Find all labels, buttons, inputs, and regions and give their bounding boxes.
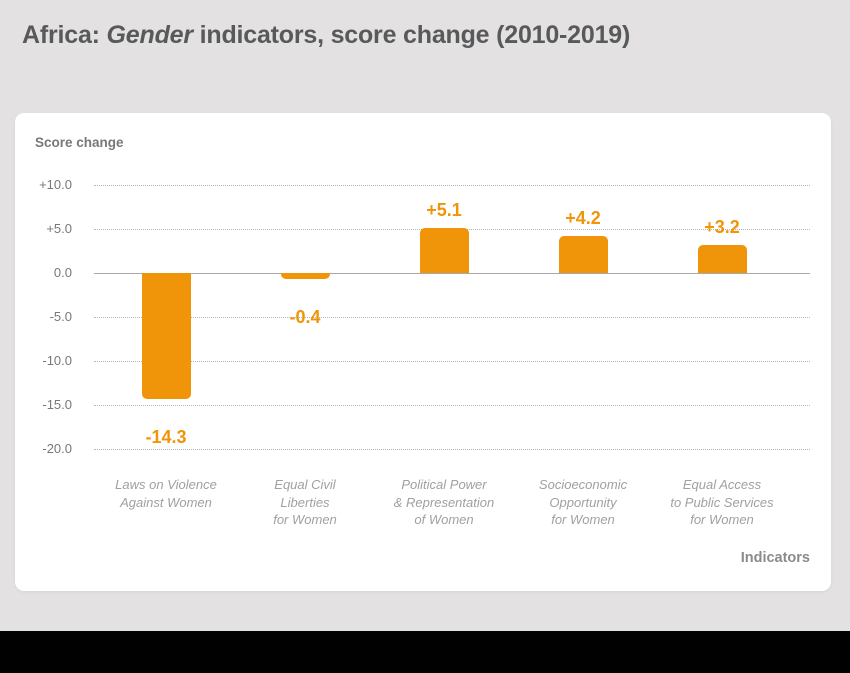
category-label-line: for Women [690,512,754,527]
gridline [94,405,810,406]
zero-baseline [94,273,810,274]
y-tick-label: -10.0 [42,353,72,368]
category-label-line: to Public Services [670,494,774,510]
gridline [94,361,810,362]
page-title-prefix: Africa: [22,21,107,49]
chart-card: Score change +10.0 +5.0 0.0 -5.0 -10.0 -15.0 -… [15,113,831,591]
category-label-line: Liberties [280,494,330,510]
category-label: Equal Access to Public Services for Women [646,476,798,529]
category-label-line: of Women [414,512,474,527]
category-label: Socioeconomic Opportunity for Women [507,476,659,529]
y-tick-label: 0.0 [53,265,72,280]
category-label-line: for Women [273,512,337,527]
y-tick-label: -15.0 [42,397,72,412]
category-label-line: Opportunity [549,494,617,510]
page-title-italic-word: Gender [106,21,194,49]
y-tick-label: +10.0 [39,177,72,192]
bar-value-label: -0.4 [289,307,321,327]
bar [141,273,191,399]
category-label-line: Laws on Violence [115,477,217,492]
category-label-line: Equal Access [682,477,762,492]
category-label-line: Against Women [120,494,212,510]
bar [697,244,747,273]
y-tick-label: -5.0 [49,309,72,324]
category-label-line: & Representation [393,494,495,510]
bar-value-label: +5.1 [426,200,462,221]
page-title: Africa: Gender indicators, score change … [22,21,630,50]
bar-value-label: +4.2 [565,208,601,229]
gridline [94,317,810,318]
bar [280,273,330,279]
y-axis-title: Score change [35,135,124,150]
category-label-line: Socioeconomic [538,477,628,492]
x-axis-title: Indicators [740,550,810,566]
y-tick-label: -20.0 [42,441,72,456]
bar [419,228,469,273]
gridline [94,185,810,186]
bar-value-label: -14.3 [145,426,187,447]
y-tick-label: +5.0 [46,221,72,236]
category-label-line: Equal Civil [274,477,336,492]
category-label-line: Political Power [401,477,487,492]
category-label: Equal Civil Liberties for Women [229,476,381,529]
category-label: Laws on Violence Against Women [90,476,242,511]
plot-area: +10.0 +5.0 0.0 -5.0 -10.0 -15.0 -20.0 -14.3 Laws… [15,113,831,591]
gridline [94,449,810,450]
category-label: Political Power & Representation of Women [368,476,520,529]
bar [558,236,608,273]
category-label-line: for Women [551,512,615,527]
footer-bar [0,631,850,673]
page-title-suffix: indicators, score change (2010-2019) [192,21,631,49]
bar-value-label: +3.2 [704,216,740,237]
